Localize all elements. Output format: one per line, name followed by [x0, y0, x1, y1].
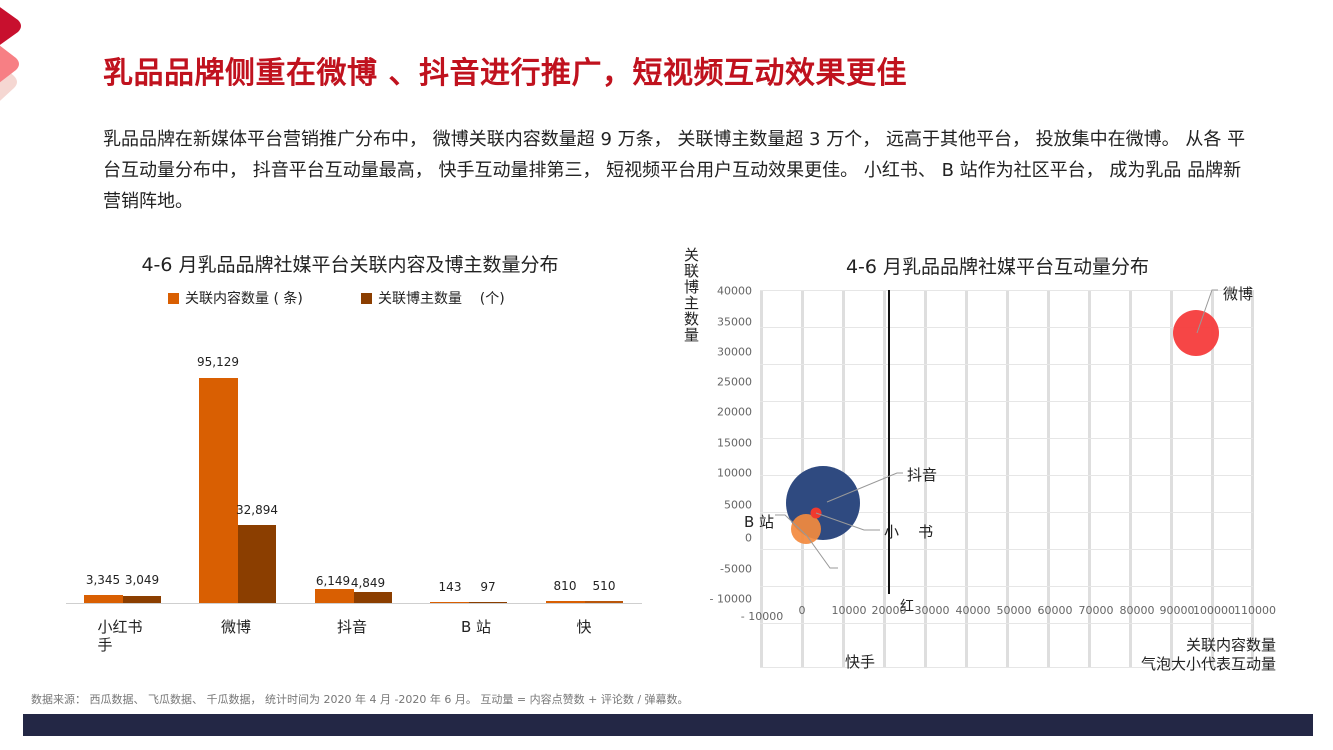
- x-axis-title: 关联内容数量 气泡大小代表互动量: [1141, 636, 1276, 674]
- gridline-h: [760, 623, 1253, 624]
- bubble-bilibili: [791, 514, 821, 544]
- y-tick: 15000: [717, 436, 752, 450]
- gridline-v: [1251, 290, 1254, 668]
- gridline-h: [760, 549, 1253, 550]
- bar-value-label: 3,345: [85, 573, 121, 587]
- brand-logo-icon: [0, 7, 21, 101]
- intro-paragraph: 乳品品牌在新媒体平台营销推广分布中， 微博关联内容数量超 9 万条， 关联博主数…: [103, 129, 1246, 212]
- bar-value-label: 3,049: [124, 573, 160, 587]
- y-tick: 5000: [724, 498, 752, 512]
- y-tick: -5000: [720, 562, 752, 576]
- legend-label: 关联内容数量 ( 条): [185, 291, 303, 307]
- y-tick: 40000: [717, 284, 752, 298]
- axis-line: [888, 290, 890, 594]
- y-tick: 0: [745, 531, 752, 545]
- gridline-v: [1211, 290, 1214, 668]
- bar-value-label: 97: [480, 580, 496, 594]
- gridline-h: [760, 475, 1253, 476]
- category-label-douyin: 抖音: [336, 618, 368, 636]
- bar-kuaishou-content: [546, 601, 585, 603]
- bar-value-label: 510: [592, 579, 616, 593]
- bar-bilibili-content: [430, 602, 469, 603]
- bar-value-label: 143: [438, 580, 462, 594]
- bubble-label-xiaohongshu: 小 书: [884, 523, 934, 541]
- y-axis-title: 关联博主数量: [682, 247, 700, 343]
- y-tick: 30000: [717, 345, 752, 359]
- gridline-h: [760, 290, 1253, 291]
- gridline-h: [760, 401, 1253, 402]
- gridline-v: [760, 290, 763, 668]
- x-tick: 30000: [914, 604, 950, 617]
- gridline-v: [1088, 290, 1091, 668]
- legend-label: 关联博主数量 (个): [378, 291, 505, 307]
- gridline-v: [1047, 290, 1050, 668]
- y-tick: 35000: [717, 315, 752, 329]
- x-tick: 50000: [996, 604, 1032, 617]
- bar-value-label: 6,149: [315, 574, 351, 588]
- x-tick: 100000: [1193, 604, 1235, 617]
- x-tick: - 10000: [740, 610, 784, 623]
- page-title: 乳品品牌侧重在微博 、抖音进行推广，短视频互动效果更佳: [103, 56, 907, 91]
- bubble-weibo: [1173, 310, 1219, 356]
- category-label-weibo: 微博: [220, 618, 252, 636]
- bar-kuaishou-blogger: [585, 601, 623, 603]
- bar-value-label: 32,894: [236, 503, 278, 517]
- bubble-label-douyin: 抖音: [907, 466, 938, 484]
- legend-item-content-count: 关联内容数量 ( 条): [168, 288, 303, 308]
- gridline-v: [1129, 290, 1132, 668]
- bubble-label-weibo: 微博: [1223, 285, 1254, 303]
- x-tick: 60000: [1037, 604, 1073, 617]
- bubble-label-bilibili: B 站: [744, 513, 775, 531]
- y-tick: 10000: [717, 466, 752, 480]
- x-tick: 0: [798, 604, 806, 617]
- category-label-kuaishou: 快: [576, 618, 592, 636]
- bubble-size-note: 气泡大小代表互动量: [1140, 655, 1276, 673]
- bubble-label-hong: 红: [900, 599, 914, 615]
- legend-item-blogger-count: 关联博主数量 (个): [361, 288, 505, 308]
- x-tick: 10000: [831, 604, 867, 617]
- footer-bar: [23, 714, 1313, 736]
- data-source-footnote: 数据来源： 西瓜数据、 飞瓜数据、 千瓜数据， 统计时间为 2020 年 4 月…: [31, 693, 689, 706]
- bar-xiaohongshu-content: [84, 595, 123, 603]
- bar-douyin-blogger: [354, 592, 392, 603]
- y-tick: 20000: [717, 405, 752, 419]
- bar-weibo-blogger: [238, 525, 276, 603]
- gridline-h: [760, 512, 1253, 513]
- bubble-xiaohongshu: [810, 507, 822, 519]
- legend-swatch-brown: [361, 292, 372, 304]
- gridline-v: [924, 290, 927, 668]
- gridline-h: [760, 364, 1253, 365]
- x-tick: 110000: [1234, 604, 1276, 617]
- y-tick: 25000: [717, 375, 752, 389]
- bubble-label-kuaishou: 快手: [845, 653, 876, 671]
- bubble-chart-title: 4-6 月乳品品牌社媒平台互动量分布: [845, 256, 1150, 278]
- x-axis-line: [66, 603, 642, 604]
- x-tick: 90000: [1159, 604, 1195, 617]
- gridline-h: [760, 586, 1253, 587]
- bar-value-label: 810: [553, 579, 577, 593]
- gridline-h: [760, 438, 1253, 439]
- bar-chart-title: 4-6 月乳品品牌社媒平台关联内容及博主数量分布: [141, 254, 559, 276]
- x-tick: 80000: [1119, 604, 1155, 617]
- x-axis-title-text: 关联内容数量: [1185, 636, 1276, 654]
- x-tick: 20000: [871, 604, 907, 617]
- gridline-h: [760, 667, 1253, 668]
- legend-swatch-orange: [168, 292, 179, 304]
- bar-value-label: 95,129: [197, 355, 239, 369]
- bar-bilibili-blogger: [469, 602, 507, 603]
- bar-value-label: 4,849: [350, 576, 386, 590]
- category-label-xiaohongshu: 小红书 手: [97, 618, 143, 654]
- category-label-bilibili: B 站: [460, 618, 492, 636]
- bar-weibo-content: [199, 378, 238, 603]
- x-tick: 70000: [1078, 604, 1114, 617]
- gridline-v: [965, 290, 968, 668]
- y-tick: - 10000: [709, 592, 752, 606]
- gridline-v: [1170, 290, 1173, 668]
- gridline-v: [1006, 290, 1009, 668]
- bar-xiaohongshu-blogger: [123, 596, 161, 603]
- bar-douyin-content: [315, 589, 354, 603]
- x-tick: 40000: [955, 604, 991, 617]
- gridline-h: [760, 327, 1253, 328]
